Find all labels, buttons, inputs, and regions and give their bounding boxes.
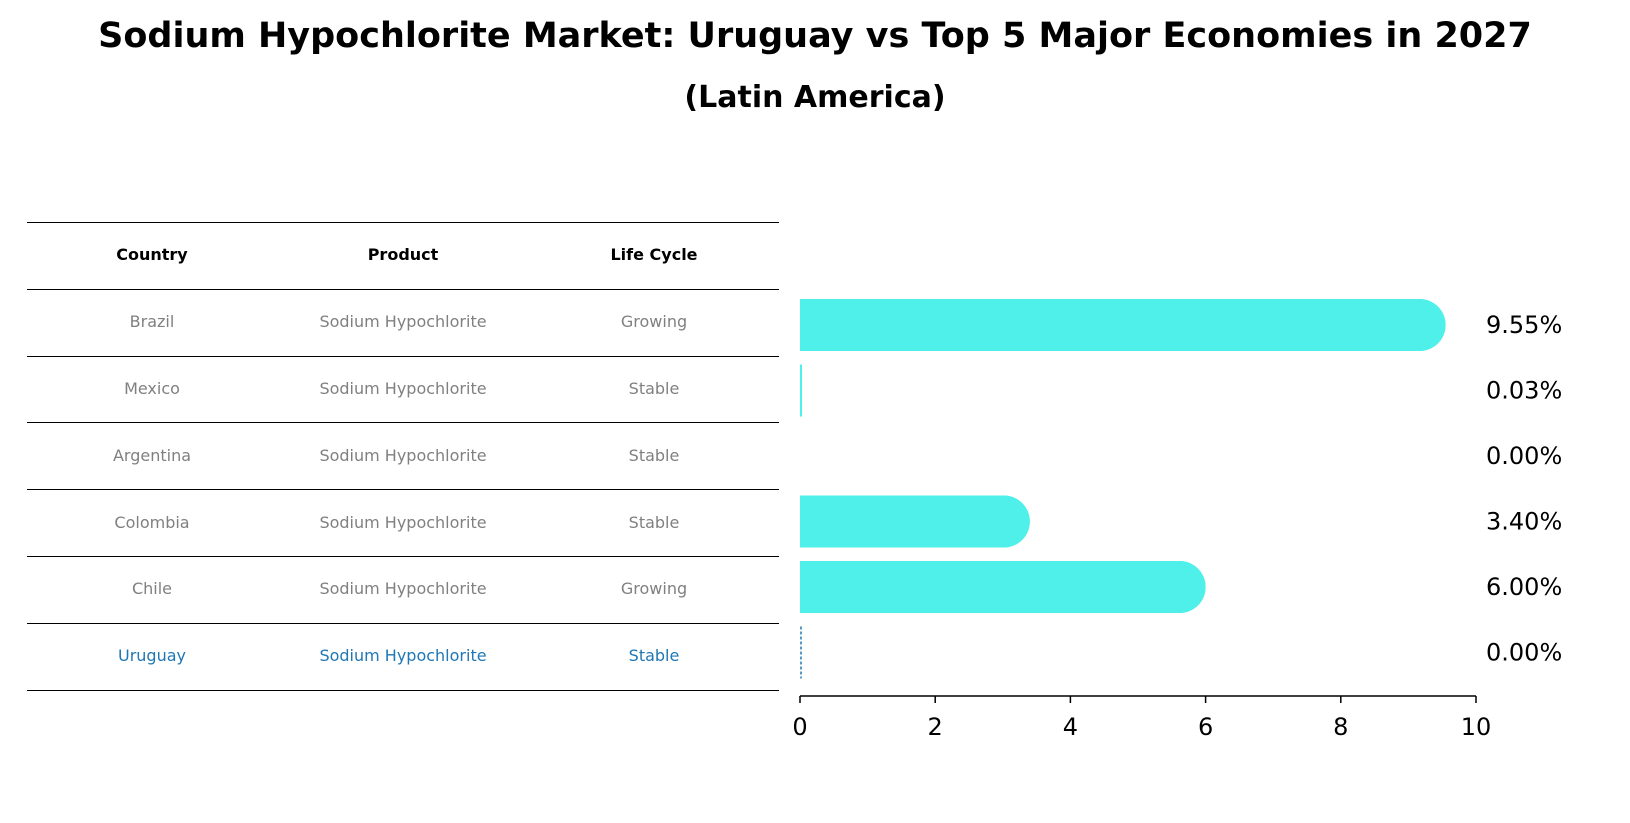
table-cell-product: Sodium Hypochlorite [319,312,487,332]
table-header-product: Product [367,245,439,265]
table-cell-country: Chile [131,579,173,599]
table-cell-product: Sodium Hypochlorite [319,579,487,599]
chart-subtitle: (Latin America) [684,80,946,115]
table-cell-life-cycle: Growing [620,579,688,599]
x-tick-label: 8 [1333,713,1348,741]
table-cell-country: Colombia [114,512,190,532]
bar-cap-colombia [977,495,1030,548]
value-label: 0.00% [1486,442,1562,470]
table-cell-life-cycle: Stable [628,379,680,398]
value-label: 0.00% [1486,639,1562,667]
x-tick-label: 10 [1461,713,1492,741]
bar-cap-chile [1153,561,1206,613]
table-rule [27,622,779,624]
value-label: 0.03% [1486,377,1562,405]
table-cell-country: Argentina [112,445,192,465]
table-rule [27,355,779,357]
x-tick-label: 4 [1063,713,1078,741]
table-cell-life-cycle: Stable [628,512,680,532]
x-tick-label: 6 [1198,713,1213,741]
x-tick-label: 0 [792,713,807,741]
chart-title: Sodium Hypochlorite Market: Uruguay vs T… [98,16,1532,56]
table-rule [27,422,779,424]
table-cell-life-cycle: Stable [628,445,680,465]
table-cell-product: Sodium Hypochlorite [319,646,487,666]
table-rule [27,222,779,223]
x-tick-label: 2 [928,713,943,741]
bar-cap-brazil [1393,299,1446,351]
value-label: 6.00% [1486,573,1562,601]
bar-chile [800,561,1206,613]
value-label: 3.40% [1486,508,1562,536]
table-cell-life-cycle: Stable [628,646,680,666]
table-rule [27,489,779,491]
bar-colombia [800,495,1030,548]
table-cell-product: Sodium Hypochlorite [319,445,487,465]
table-cell-life-cycle: Growing [620,312,688,332]
table-rule [27,556,779,557]
table-cell-country: Mexico [124,379,180,398]
table-header-life-cycle: Life Cycle [610,245,698,265]
table-rule [27,288,779,290]
table-header-country: Country [116,245,188,265]
bar-mexico [800,364,803,417]
table-cell-country: Uruguay [118,646,186,666]
bar-brazil [800,299,1446,351]
table-cell-product: Sodium Hypochlorite [319,379,487,398]
table-rule [27,689,779,691]
table-cell-product: Sodium Hypochlorite [319,512,487,532]
table-cell-country: Brazil [129,312,175,332]
value-label: 9.55% [1486,311,1562,339]
